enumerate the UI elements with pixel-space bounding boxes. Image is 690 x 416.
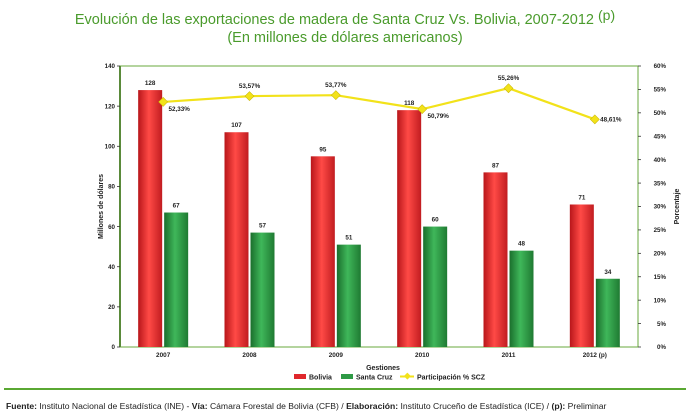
y2-axis-title: Porcentaje [674,188,681,224]
bar-santa-cruz [423,226,448,347]
data-label-santa-cruz: 48 [518,241,526,248]
source-note: Fuente: Instituto Nacional de Estadístic… [6,401,606,411]
bar-bolivia [224,132,249,347]
bar-bolivia [397,110,422,348]
source-fuente: Instituto Nacional de Estadística (INE) … [37,401,192,411]
chart-canvas: 0 20 40 60 80 100 120 140 0% 5% 10% 15% 20% 25% 30% 35%… [98,63,681,381]
chart-title-line1: Evolución de las exportaciones de madera… [0,6,690,29]
marker-participacion [589,114,600,125]
source-elab: Instituto Cruceño de Estadística (ICE) / [398,401,552,411]
chart-subtitle: (En millones de dólares americanos) [227,30,463,46]
plot-area: 0 20 40 60 80 100 120 140 0% 5% 10% 15% 20% 25% 30% 35%… [98,63,681,381]
data-label-participacion: 53,77% [325,82,347,89]
bar-bolivia [310,156,335,347]
data-label-participacion: 48,61% [600,116,622,123]
y-tick-label: 100 [105,143,116,150]
y2-tick-label: 10% [654,297,667,304]
bar-santa-cruz [336,244,361,347]
x-tick-label: 2010 [415,352,430,359]
x-tick-label: 2008 [242,352,257,359]
legend-marker-participacion [403,372,411,380]
legend-label-participacion: Participación % SCZ [417,375,486,382]
bar-santa-cruz [164,212,189,347]
y2-tick-label: 25% [654,227,667,234]
bar-santa-cruz [509,250,534,347]
data-label-bolivia: 107 [231,122,242,129]
data-label-participacion: 52,33% [168,106,190,113]
y2-tick-label: 35% [654,180,667,187]
bar-santa-cruz [250,232,275,347]
x-tick-label: 2009 [329,352,344,359]
y-tick-label: 40 [108,264,115,271]
data-label-participacion: 53,57% [239,83,261,90]
footer-divider [4,388,686,390]
y-tick-label: 60 [108,224,115,231]
y2-tick-label: 50% [654,110,667,117]
chart-title: Evolución de las exportaciones de madera… [0,6,690,47]
x-tick-label: 2012 (p) [583,352,607,359]
y2-tick-label: 40% [654,157,667,164]
data-label-santa-cruz: 51 [345,235,353,242]
y2-tick-label: 20% [654,251,667,258]
y2-tick-label: 55% [654,87,667,94]
data-label-bolivia: 71 [578,194,586,201]
data-label-bolivia: 87 [492,162,500,169]
marker-participacion [244,91,255,101]
chart-title-superscript: (p) [598,7,616,23]
legend-swatch-santa-cruz [341,374,353,379]
y2-tick-label: 45% [654,133,667,140]
data-label-participacion: 55,26% [498,75,520,82]
legend-swatch-bolivia [294,374,306,379]
x-tick-label: 2007 [156,352,171,359]
y-axis-title: Millones de dólares [98,174,105,239]
source-p: Preliminar [565,401,607,411]
y-tick-label: 0 [112,344,116,351]
y-tick-label: 20 [108,304,115,311]
marker-participacion [158,97,169,107]
marker-participacion [330,90,341,101]
data-label-santa-cruz: 34 [604,269,612,276]
marker-participacion [503,83,514,94]
y2-tick-label: 60% [654,63,667,70]
y2-tick-label: 0% [657,344,666,351]
y2-tick-label: 30% [654,204,667,211]
legend-label-santa-cruz: Santa Cruz [356,375,393,382]
x-tick-label: 2011 [502,352,516,359]
source-p-label: (p): [551,401,566,411]
bar-santa-cruz [595,278,620,347]
data-label-santa-cruz: 60 [432,217,440,224]
y2-tick-label: 5% [657,321,666,328]
line-participacion [163,87,596,121]
plot-frame [119,65,639,348]
source-fuente-label: Fuente: [6,401,38,411]
data-label-bolivia: 95 [319,146,327,153]
marker-participacion [417,104,428,115]
bar-bolivia [483,172,508,347]
y2-tick-label: 15% [654,274,667,281]
y-tick-label: 80 [108,184,115,191]
bar-bolivia [138,90,163,347]
x-axis-title: Gestiones [366,365,400,372]
data-label-santa-cruz: 67 [173,203,181,210]
bar-bolivia [569,204,594,347]
source-via: Cámara Forestal de Bolivia (CFB) / [207,401,347,411]
legend-label-bolivia: Bolivia [309,375,332,382]
chart-title-text: Evolución de las exportaciones de madera… [74,12,594,28]
data-label-participacion: 50,79% [427,113,449,120]
y-tick-label: 140 [105,63,116,70]
source-via-label: Vía: [191,401,208,411]
data-label-santa-cruz: 57 [259,223,267,230]
source-elab-label: Elaboración: [346,401,399,411]
data-label-bolivia: 118 [404,100,415,107]
y-tick-label: 120 [105,103,116,110]
data-label-bolivia: 128 [145,80,156,87]
